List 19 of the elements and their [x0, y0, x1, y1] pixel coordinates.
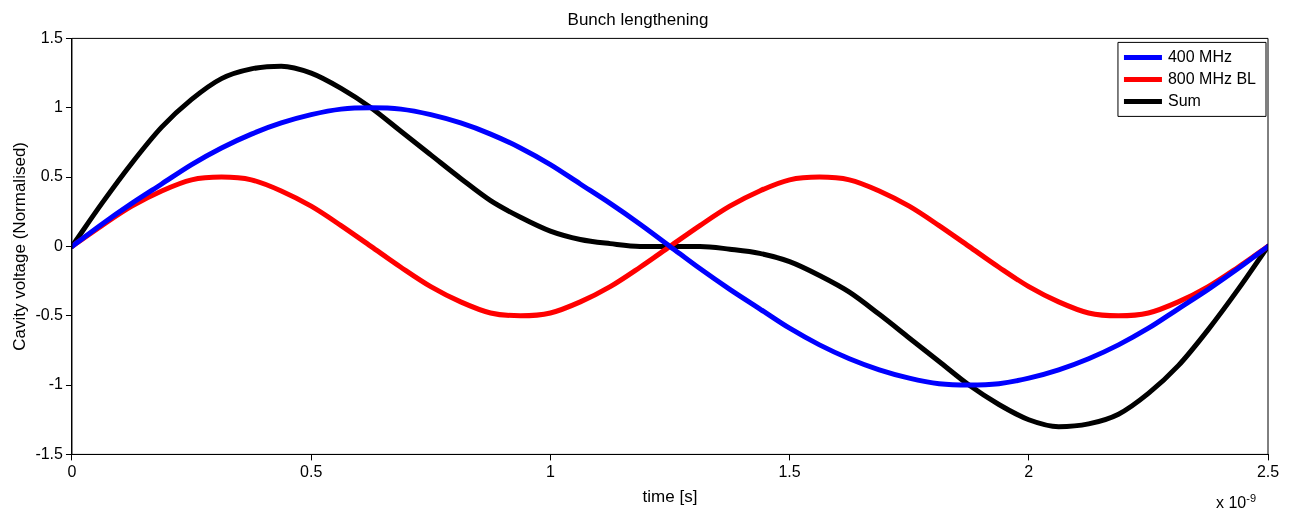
y-tick-label: -1.5 — [35, 444, 64, 462]
y-tick-label: 1 — [54, 98, 64, 116]
x-tick-label: 0.5 — [300, 463, 323, 481]
x-tick-label: 1 — [545, 463, 555, 481]
y-tick-label: 0 — [54, 236, 64, 254]
y-tick-label: 1.5 — [40, 28, 64, 46]
x-axis-title: time [s] — [642, 487, 698, 507]
y-tick-label: -0.5 — [35, 306, 64, 324]
x-tick-label: 1.5 — [778, 463, 801, 481]
y-axis-title: Cavity voltage (Normalised) — [9, 142, 29, 351]
chart-title: Bunch lengthening — [567, 9, 709, 29]
y-tick-label: 0.5 — [40, 167, 64, 185]
legend-label: 400 MHz — [1167, 47, 1232, 65]
legend-label: Sum — [1167, 91, 1201, 109]
legend-label: 800 MHz BL — [1167, 69, 1257, 87]
x-tick-label: 0 — [67, 463, 77, 481]
y-tick-label: -1 — [48, 375, 64, 393]
x-tick-label: 2 — [1024, 463, 1034, 481]
x-tick-label: 2.5 — [1256, 463, 1280, 481]
